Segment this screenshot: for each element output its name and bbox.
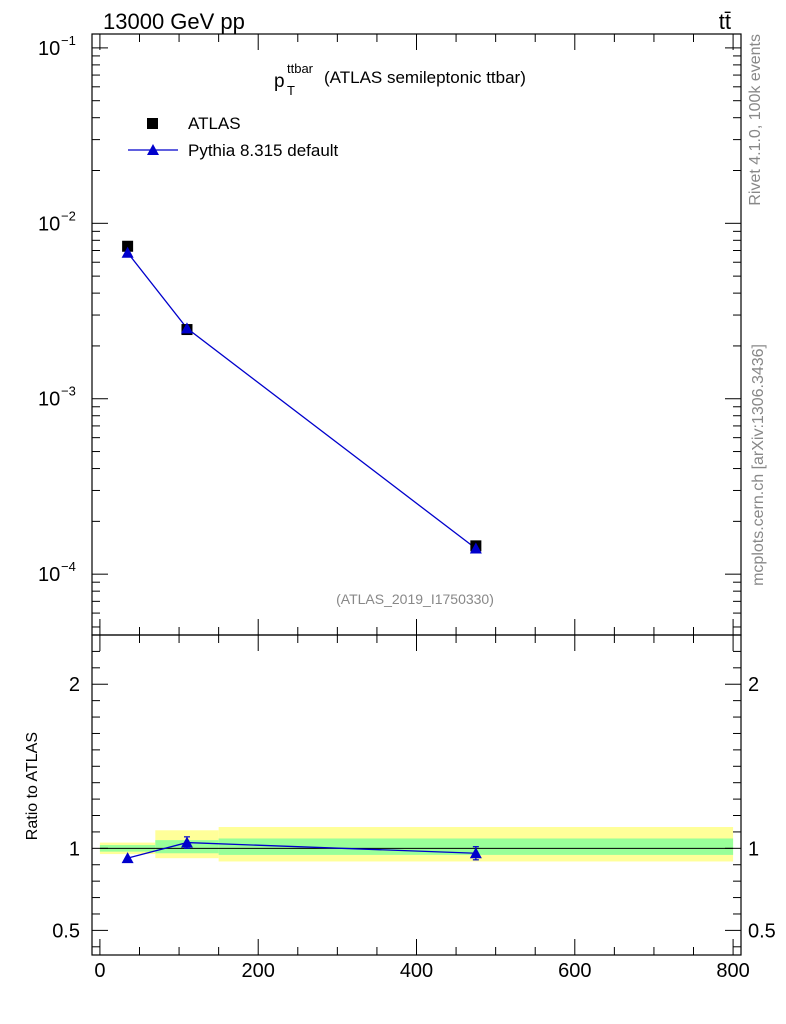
ratio-y-tick-label-left: 2 [69, 674, 80, 696]
y-tick-label: 10 [38, 38, 60, 60]
title-subscript: T [287, 83, 295, 98]
main-panel: 10−110−210−310−4 p T ttbar (ATLAS semile… [38, 33, 742, 636]
legend: ATLAS Pythia 8.315 default [128, 114, 339, 160]
y-tick-label: 10 [38, 213, 60, 235]
x-tick-label: 800 [716, 960, 749, 982]
ratio-y-tick-label-right: 0.5 [748, 920, 776, 942]
pythia-point [121, 246, 134, 258]
y-tick-label-exponent: −1 [61, 33, 76, 48]
atlas-data-point [122, 240, 134, 252]
x-tick-label: 0 [94, 960, 105, 982]
analysis-id-label: (ATLAS_2019_I1750330) [336, 591, 494, 607]
title-rest: (ATLAS semileptonic ttbar) [324, 68, 526, 87]
x-tick-label: 200 [242, 960, 275, 982]
ratio-panel: 0.5 0.5 1 1 2 2 0 200 400 600 800 Ratio to ATLAS [24, 634, 776, 982]
y-tick-label: 10 [38, 564, 60, 586]
pythia-line [127, 252, 477, 550]
ratio-panel-frame [91, 634, 742, 956]
rivet-version-label: Rivet 4.1.0, 100k events [747, 34, 764, 206]
legend-label-pythia: Pythia 8.315 default [188, 141, 339, 160]
pythia-point [180, 322, 193, 334]
legend-label-atlas: ATLAS [188, 114, 241, 133]
ratio-x-ticks: 0 200 400 600 800 [94, 635, 750, 982]
process-label: tt̄ [719, 9, 731, 34]
pythia-point [469, 542, 482, 554]
y-tick-label-exponent: −4 [61, 559, 76, 574]
energy-label: 13000 GeV pp [103, 9, 245, 34]
ratio-series-group [121, 836, 482, 864]
ratio-y-ticks: 0.5 0.5 1 1 2 2 [52, 650, 776, 948]
main-x-ticks [99, 34, 734, 635]
ratio-y-tick-label-left: 1 [69, 838, 80, 860]
ratio-pythia-point [121, 852, 134, 864]
title-main: p [274, 71, 285, 92]
ratio-uncertainty-bands [99, 827, 734, 862]
main-y-ticks: 10−110−210−310−4 [38, 33, 741, 628]
ratio-y-tick-label-left: 0.5 [52, 920, 80, 942]
title-superscript: ttbar [287, 61, 314, 76]
ratio-y-axis-label: Ratio to ATLAS [24, 732, 41, 840]
y-tick-label-exponent: −2 [61, 208, 76, 223]
ratio-y-tick-label-right: 2 [748, 674, 759, 696]
x-tick-label: 600 [558, 960, 591, 982]
y-tick-label: 10 [38, 389, 60, 411]
plot-title: p [274, 71, 285, 92]
y-tick-label-exponent: −3 [61, 384, 76, 399]
source-label: mcplots.cern.ch [arXiv:1306.3436] [750, 344, 767, 586]
legend-marker-pythia [147, 144, 159, 155]
main-series-group [121, 240, 482, 554]
ratio-pythia-point [180, 836, 193, 848]
x-tick-label: 400 [400, 960, 433, 982]
legend-marker-atlas [147, 118, 158, 129]
ratio-pythia-point [469, 847, 482, 859]
ratio-y-tick-label-right: 1 [748, 838, 759, 860]
